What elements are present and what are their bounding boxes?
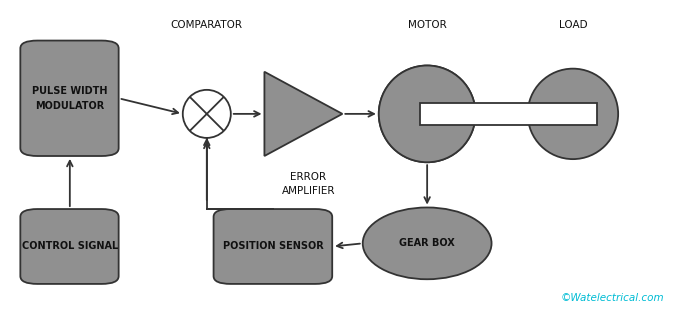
Text: ERROR
AMPLIFIER: ERROR AMPLIFIER (282, 172, 335, 196)
Ellipse shape (183, 90, 231, 138)
FancyBboxPatch shape (20, 41, 119, 156)
Text: COMPARATOR: COMPARATOR (171, 20, 243, 30)
Ellipse shape (379, 66, 475, 162)
Ellipse shape (527, 69, 618, 159)
Text: GEAR BOX: GEAR BOX (399, 238, 455, 248)
Polygon shape (264, 72, 342, 156)
Text: CONTROL SIGNAL: CONTROL SIGNAL (22, 241, 118, 251)
FancyBboxPatch shape (214, 209, 332, 284)
Ellipse shape (379, 66, 475, 162)
FancyBboxPatch shape (20, 209, 119, 284)
Text: LOAD: LOAD (559, 20, 587, 30)
Bar (420, 103, 597, 125)
Text: ©Watelectrical.com: ©Watelectrical.com (561, 293, 664, 303)
Ellipse shape (363, 207, 492, 279)
Text: MOTOR: MOTOR (407, 20, 447, 30)
Text: POSITION SENSOR: POSITION SENSOR (223, 241, 323, 251)
Text: PULSE WIDTH
MODULATOR: PULSE WIDTH MODULATOR (32, 86, 108, 111)
